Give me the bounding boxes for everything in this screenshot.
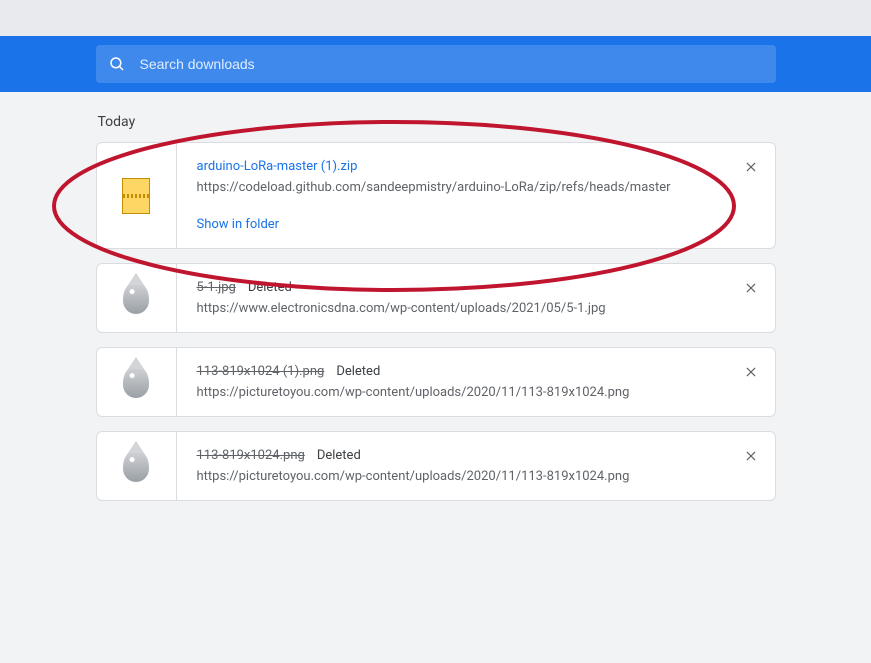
search-icon — [108, 55, 126, 73]
download-url: https://codeload.github.com/sandeepmistr… — [197, 180, 731, 195]
download-item-body: 113-819x1024 (1).png Deleted https://pictu… — [177, 348, 775, 416]
search-bar — [0, 36, 871, 92]
download-filename-link[interactable]: arduino-LoRa-master (1).zip — [197, 159, 358, 174]
search-box[interactable] — [96, 45, 776, 83]
remove-download-button[interactable] — [739, 155, 763, 179]
remove-download-button[interactable] — [739, 360, 763, 384]
download-url: https://picturetoyou.com/wp-content/uplo… — [197, 469, 731, 484]
remove-download-button[interactable] — [739, 276, 763, 300]
download-item-body: 5-1.jpg Deleted https://www.electronicsdna… — [177, 264, 775, 332]
zip-file-icon — [97, 143, 177, 248]
download-item: 5-1.jpg Deleted https://www.electronicsdna… — [96, 263, 776, 333]
download-item: 113-819x1024 (1).png Deleted https://pictu… — [96, 347, 776, 417]
download-filename: 5-1.jpg — [197, 280, 236, 295]
remove-download-button[interactable] — [739, 444, 763, 468]
deleted-file-icon — [97, 432, 177, 500]
download-item: 113-819x1024.png Deleted https://pictureto… — [96, 431, 776, 501]
search-input[interactable] — [140, 56, 764, 72]
download-filename: 113-819x1024.png — [197, 448, 305, 463]
section-title: Today — [96, 114, 776, 130]
download-item: arduino-LoRa-master (1).zip https://codel… — [96, 142, 776, 249]
download-url: https://picturetoyou.com/wp-content/uplo… — [197, 385, 731, 400]
downloads-content: Today arduino-LoRa-master (1).zip https:/… — [96, 92, 776, 501]
deleted-file-icon — [97, 264, 177, 332]
download-url: https://www.electronicsdna.com/wp-conten… — [197, 301, 731, 316]
deleted-label: Deleted — [336, 364, 380, 379]
download-item-body: 113-819x1024.png Deleted https://pictureto… — [177, 432, 775, 500]
deleted-label: Deleted — [248, 280, 292, 295]
deleted-label: Deleted — [317, 448, 361, 463]
deleted-file-icon — [97, 348, 177, 416]
show-in-folder-link[interactable]: Show in folder — [197, 217, 280, 232]
browser-tab-strip — [0, 0, 871, 36]
download-item-body: arduino-LoRa-master (1).zip https://codel… — [177, 143, 775, 248]
download-filename: 113-819x1024 (1).png — [197, 364, 325, 379]
